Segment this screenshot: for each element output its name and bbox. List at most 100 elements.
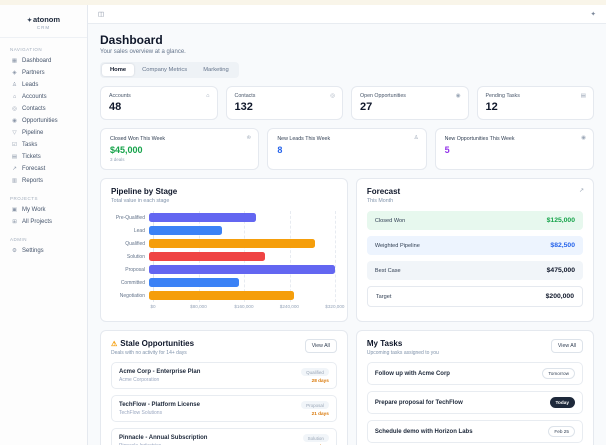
forecast-label: Closed Won xyxy=(374,217,406,224)
sparkle-icon[interactable]: ✦ xyxy=(590,11,596,18)
sidebar-item-label: Opportunities xyxy=(22,118,58,124)
bar-track xyxy=(149,213,335,222)
bar-track xyxy=(149,226,335,235)
stat-card-pending-tasks: Pending Tasks 12 ▤ xyxy=(476,86,594,120)
stat-label: Open Opportunities xyxy=(360,93,406,99)
trend-up-icon: ↗ xyxy=(12,166,17,172)
card-label: New Leads This Week xyxy=(277,136,331,142)
task-item-prepare-proposal[interactable]: Prepare proposal for TechFlow Today xyxy=(366,391,583,414)
sidebar-item-label: Dashboard xyxy=(22,58,52,64)
stale-item-acme[interactable]: Acme Corp - Enterprise Plan Acme Corpora… xyxy=(111,362,337,389)
due-badge: Feb 25 xyxy=(548,426,575,437)
bar-solution xyxy=(149,252,266,261)
stale-item-pinnacle[interactable]: Pinnacle - Annual Subscription Pinnacle … xyxy=(111,428,337,445)
bar-pre-qualified xyxy=(149,213,257,222)
sidebar-item-my-work[interactable]: ▣ My Work xyxy=(8,204,79,216)
bar-track xyxy=(149,291,335,300)
opportunity-name: TechFlow - Platform License xyxy=(119,401,200,408)
sidebar-item-reports[interactable]: ▥ Reports xyxy=(8,175,79,187)
panel-subtitle: This Month xyxy=(366,198,394,204)
stat-label: Contacts xyxy=(234,93,256,99)
trend-up-icon: ↗ xyxy=(578,188,584,194)
chart-row: Solution xyxy=(111,250,337,263)
bottom-row: ⚠ Stale Opportunities Deals with no activ… xyxy=(100,330,594,445)
sidebar-item-label: Tickets xyxy=(22,154,41,160)
task-item-schedule-demo[interactable]: Schedule demo with Horizon Labs Feb 25 xyxy=(366,420,583,443)
bar-committed xyxy=(149,278,240,287)
clipboard-icon: ▤ xyxy=(580,93,586,99)
sidebar-item-forecast[interactable]: ↗ Forecast xyxy=(8,163,79,175)
sidebar: ✦atonom CRM Navigation ▦ Dashboard ◈ Partn… xyxy=(0,5,88,445)
bar-track xyxy=(149,239,335,248)
opportunity-company: TechFlow Solutions xyxy=(119,409,163,416)
stat-card-contacts: Contacts 132 ◎ xyxy=(225,86,343,120)
stage-badge: Solution xyxy=(302,434,329,442)
stage-badge: Proposal xyxy=(301,401,329,409)
sidebar-item-label: Accounts xyxy=(22,94,47,100)
folder-icon: ⊞ xyxy=(12,219,17,225)
sidebar-item-all-projects[interactable]: ⊞ All Projects xyxy=(8,216,79,228)
panel-header: ⚠ Stale Opportunities Deals with no activ… xyxy=(111,339,337,356)
sidebar-item-label: Leads xyxy=(22,82,39,88)
opportunity-name: Acme Corp - Enterprise Plan xyxy=(119,368,201,375)
tab-marketing[interactable]: Marketing xyxy=(203,67,229,73)
new-leads-card: New Leads This Week 8 ♙ xyxy=(267,128,427,170)
tab-home[interactable]: Home xyxy=(102,64,135,76)
forecast-panel: Forecast This Month ↗ Closed Won $125,00… xyxy=(355,178,594,322)
chart-row: Lead xyxy=(111,224,337,237)
pipeline-bar-chart: Pre-Qualified Lead Qualified Solution Propos… xyxy=(111,211,344,312)
brand-name: atonom xyxy=(32,15,61,24)
sidebar-toggle-icon[interactable]: ◫ xyxy=(98,11,105,18)
sidebar-item-label: Forecast xyxy=(22,166,46,172)
due-badge: Today xyxy=(549,397,575,408)
sidebar-item-tasks[interactable]: ☑ Tasks xyxy=(8,139,79,151)
brand-icon: ✦ xyxy=(26,18,32,24)
dashboard-icon: ▦ xyxy=(11,58,18,64)
sidebar-item-contacts[interactable]: ◎ Contacts xyxy=(8,103,79,115)
sidebar-item-label: Contacts xyxy=(22,106,46,112)
forecast-row-best-case: Best Case $475,000 xyxy=(366,261,583,280)
dashboard-content: Dashboard Your sales overview at a glanc… xyxy=(88,24,606,445)
chart-row: Qualified xyxy=(111,237,337,250)
stat-value: 48 xyxy=(109,101,122,113)
bar-lead xyxy=(149,226,222,235)
view-all-button[interactable]: View All xyxy=(550,339,583,353)
sidebar-item-dashboard[interactable]: ▦ Dashboard xyxy=(8,55,79,67)
sidebar-item-settings[interactable]: ⚙ Settings xyxy=(8,245,79,257)
card-value: 5 xyxy=(444,145,450,155)
sidebar-item-label: Settings xyxy=(22,248,44,254)
users-icon: ◎ xyxy=(330,93,335,99)
panel-title: My Tasks xyxy=(366,339,403,348)
stale-item-techflow[interactable]: TechFlow - Platform License TechFlow Sol… xyxy=(111,395,337,422)
sidebar-item-leads[interactable]: ♙ Leads xyxy=(8,79,79,91)
check-square-icon: ☑ xyxy=(12,142,17,148)
building-icon: ⌂ xyxy=(206,93,210,99)
sidebar-item-pipeline[interactable]: ▽ Pipeline xyxy=(8,127,79,139)
bar-negotiation xyxy=(149,291,295,300)
task-item-follow-up[interactable]: Follow up with Acme Corp Tomorrow xyxy=(366,362,583,385)
tab-company-metrics[interactable]: Company Metrics xyxy=(142,67,188,73)
nav-section-projects: Projects ▣ My Work ⊞ All Projects xyxy=(0,187,87,228)
window-top-strip xyxy=(0,0,606,5)
view-all-button[interactable]: View All xyxy=(304,339,337,353)
card-label: New Opportunities This Week xyxy=(444,136,515,142)
task-title: Prepare proposal for TechFlow xyxy=(374,399,463,406)
panel-title: Stale Opportunities xyxy=(120,339,195,348)
user-plus-icon: ♙ xyxy=(413,135,419,141)
days-stale: 28 days xyxy=(311,378,329,383)
sidebar-item-opportunities[interactable]: ◉ Opportunities xyxy=(8,115,79,127)
sidebar-item-partners[interactable]: ◈ Partners xyxy=(8,67,79,79)
sidebar-item-accounts[interactable]: ⌂ Accounts xyxy=(8,91,79,103)
nav-section-label: Admin xyxy=(10,237,27,242)
stat-label: Accounts xyxy=(109,93,131,99)
sidebar-item-tickets[interactable]: ▤ Tickets xyxy=(8,151,79,163)
stat-value: 132 xyxy=(234,101,253,113)
forecast-rows: Closed Won $125,000 Weighted Pipeline $8… xyxy=(366,211,583,307)
panel-subtitle: Deals with no activity for 14+ days xyxy=(111,350,187,356)
bar-category-label: Negotiation xyxy=(119,292,145,299)
person-icon: ♙ xyxy=(12,82,17,88)
page-title: Dashboard xyxy=(100,33,163,47)
chart-row: Pre-Qualified xyxy=(111,211,337,224)
bar-track xyxy=(149,265,335,274)
building-icon: ⌂ xyxy=(12,94,17,100)
